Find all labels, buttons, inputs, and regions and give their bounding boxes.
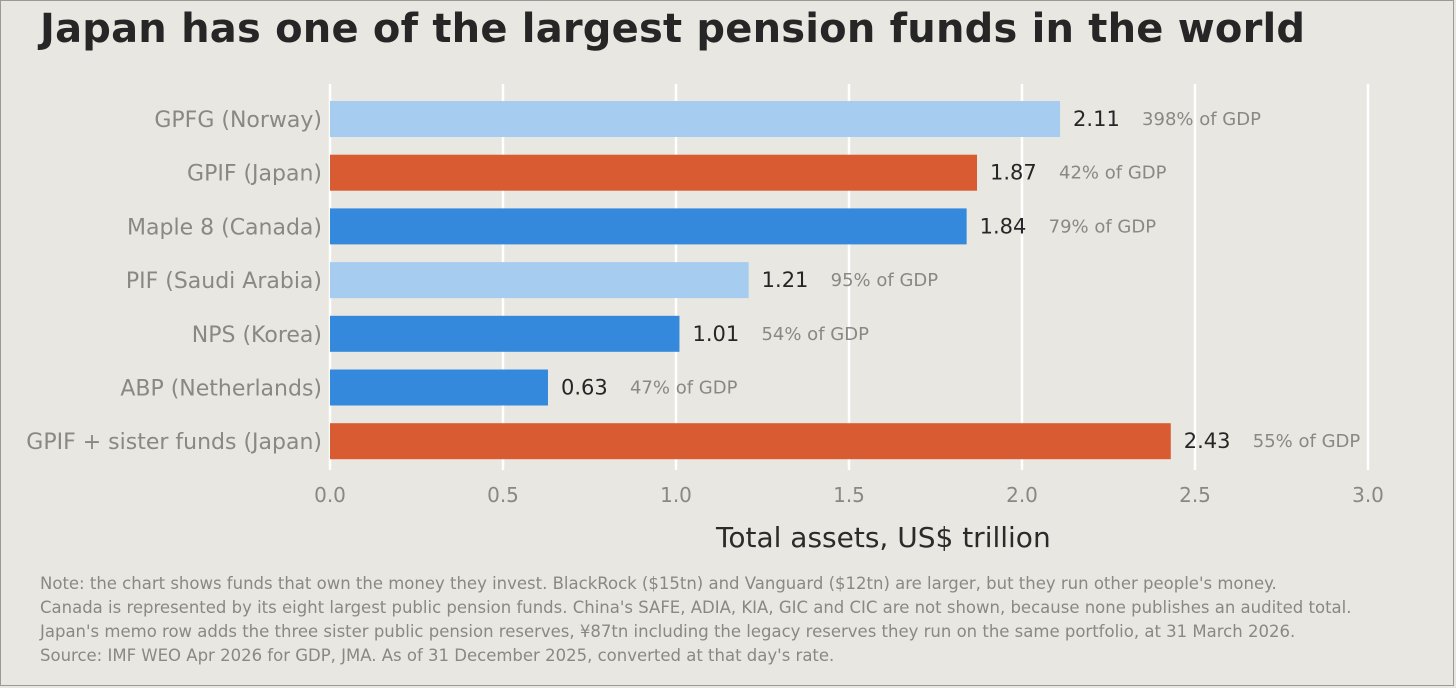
category-label-5: ABP (Netherlands) [120, 377, 322, 402]
value-label-3: 1.21 [762, 268, 809, 292]
source-line: Source: IMF WEO Apr 2026 for GDP, JMA. A… [40, 646, 835, 665]
category-label-2: Maple 8 (Canada) [127, 215, 322, 240]
bar-3 [330, 262, 749, 299]
value-label-2: 1.84 [980, 214, 1027, 238]
x-tick-label-6: 3.0 [1352, 483, 1384, 507]
x-axis-label: Total assets, US$ trillion [716, 521, 1051, 554]
category-label-6: GPIF + sister funds (Japan) [26, 430, 322, 455]
gdp-label-6: 55% of GDP [1253, 431, 1361, 452]
x-tick-label-1: 0.5 [487, 483, 519, 507]
note-line-3: Japan's memo row adds the three sister p… [40, 622, 1296, 641]
x-tick-label-2: 1.0 [660, 483, 692, 507]
bar-2 [330, 208, 967, 245]
category-label-1: GPIF (Japan) [187, 162, 322, 187]
value-label-6: 2.43 [1184, 429, 1231, 453]
note-line-2: Canada is represented by its eight large… [40, 598, 1352, 617]
value-label-0: 2.11 [1073, 107, 1120, 131]
x-tick-label-3: 1.5 [833, 483, 865, 507]
gdp-label-2: 79% of GDP [1049, 216, 1157, 237]
x-tick-label-0: 0.0 [314, 483, 346, 507]
gdp-label-1: 42% of GDP [1059, 163, 1167, 184]
category-label-0: GPFG (Norway) [154, 108, 322, 133]
gdp-label-3: 95% of GDP [831, 270, 939, 291]
footnotes: Note: the chart shows funds that own the… [40, 572, 1352, 668]
gdp-label-4: 54% of GDP [761, 324, 869, 345]
note-line-1: Note: the chart shows funds that own the… [40, 574, 1277, 593]
bar-1 [330, 154, 978, 191]
gdp-label-5: 47% of GDP [630, 378, 738, 399]
gdp-label-0: 398% of GDP [1142, 109, 1261, 130]
category-label-4: NPS (Korea) [192, 323, 322, 348]
category-label-3: PIF (Saudi Arabia) [126, 269, 322, 294]
bar-5 [330, 369, 548, 406]
chart-title: Japan has one of the largest pension fun… [40, 6, 1306, 52]
x-tick-label-4: 2.0 [1006, 483, 1038, 507]
value-label-4: 1.01 [692, 322, 739, 346]
bar-4 [330, 315, 680, 352]
value-label-5: 0.63 [561, 376, 608, 400]
bar-0 [330, 101, 1061, 137]
x-tick-label-5: 2.5 [1179, 483, 1211, 507]
value-label-1: 1.87 [990, 161, 1037, 185]
bar-6 [330, 423, 1171, 460]
